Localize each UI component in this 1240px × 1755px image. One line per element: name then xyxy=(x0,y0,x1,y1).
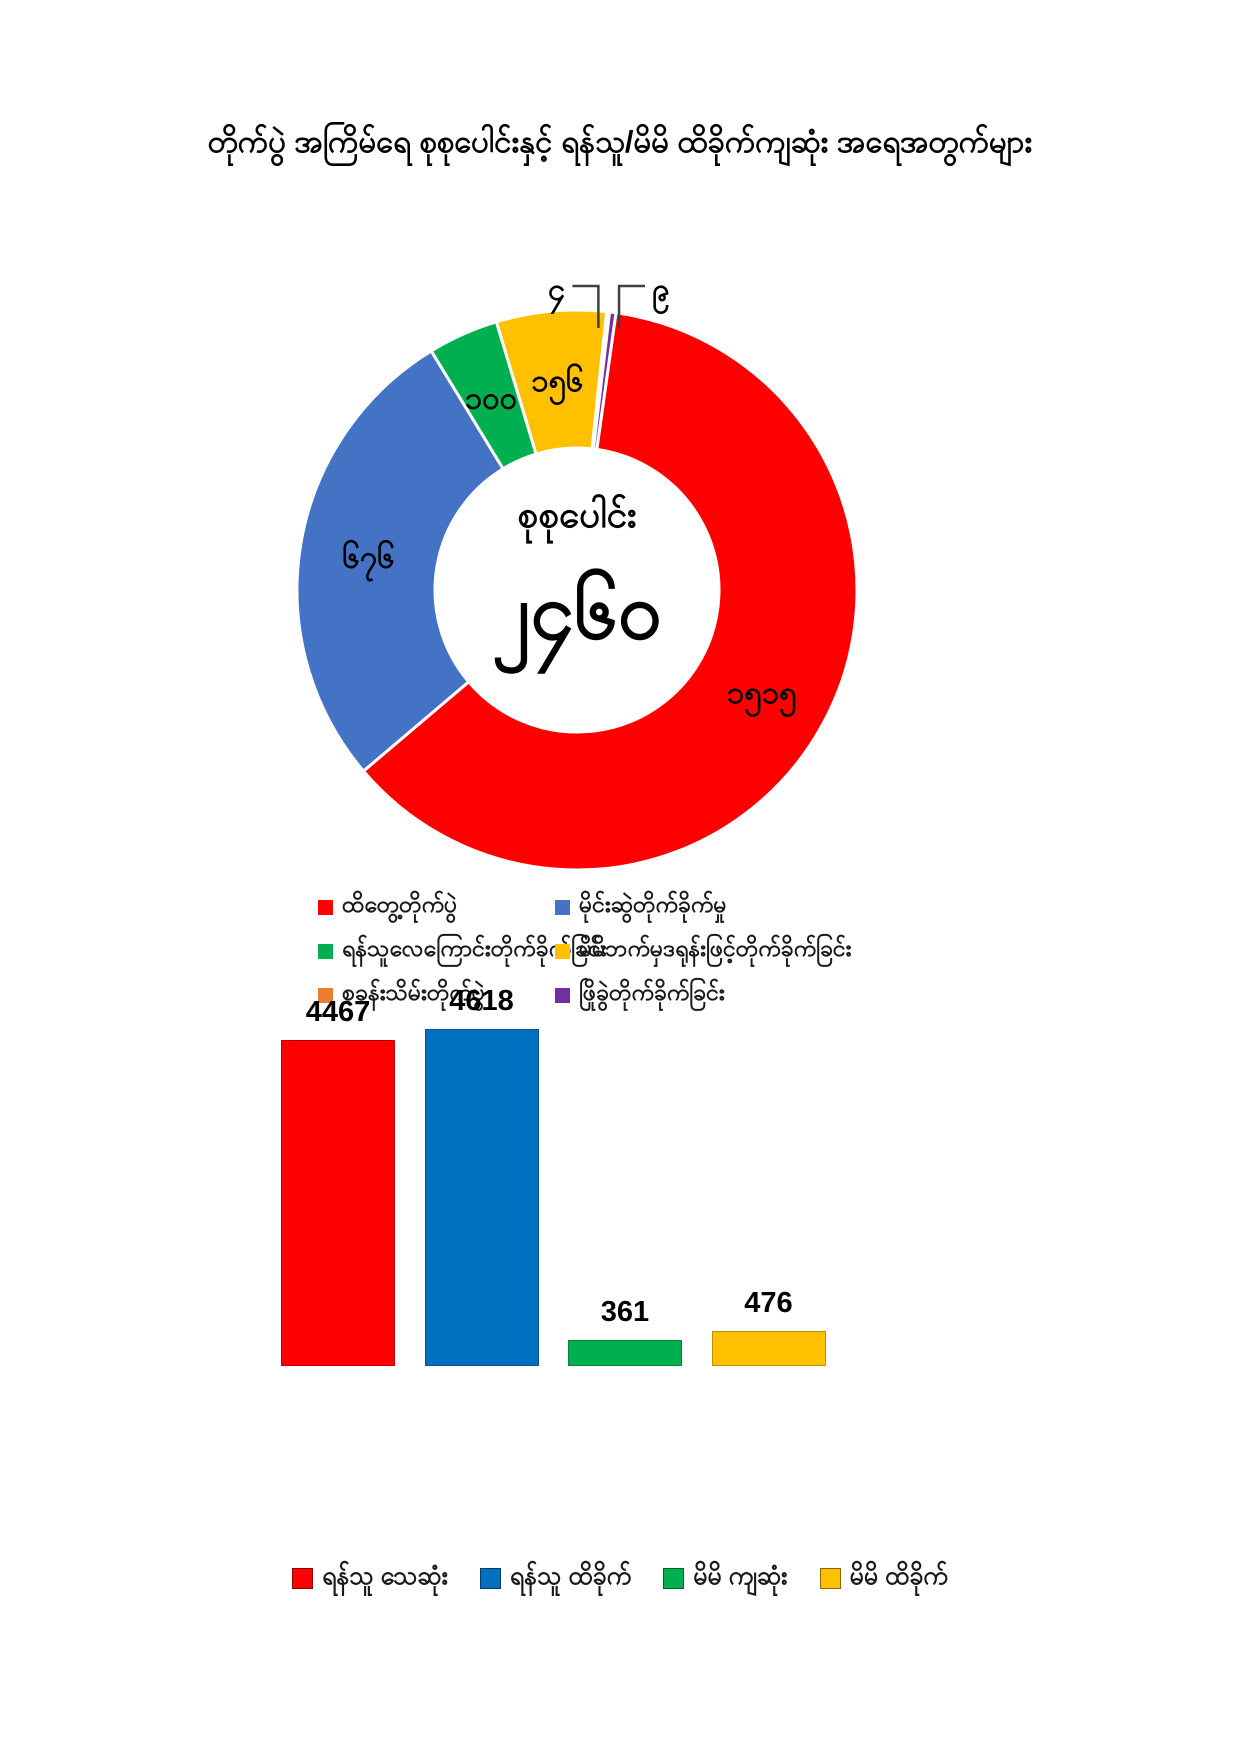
donut-callout-value-4: ၄ xyxy=(548,272,565,315)
bar-3 xyxy=(711,1331,826,1366)
legend-swatch-icon xyxy=(318,899,333,915)
callout-line-4 xyxy=(572,284,600,328)
bar-value-label-0: 4467 xyxy=(305,996,371,1029)
legend-label: မိုင်းဆွဲတိုက်ခိုက်မှု xyxy=(579,891,727,917)
legend-label: ထိတွေ့တိုက်ပွဲ xyxy=(342,891,458,917)
legend-label: မိမိ ထိခိုက် xyxy=(849,1562,948,1590)
donut-slice-value-2: ၁၀၀ xyxy=(465,380,517,415)
donut-legend-item-1: မိုင်းဆွဲတိုက်ခိုက်မှု xyxy=(555,890,852,924)
page-title: တိုက်ပွဲ အကြိမ်ရေ စုစုပေါင်းနှင့် ရန်သူ/… xyxy=(207,124,1033,159)
donut-legend-item-0: ထိတွေ့တိုက်ပွဲ xyxy=(318,890,555,924)
legend-label: ဖြိုခွဲတိုက်ခိုက်ခြင်း xyxy=(579,979,725,1005)
donut-chart: စုစုပေါင်း ၂၄၆၀ ၁၅၁၅၆၇၆၁၀၀ ၁၅၆၄၉ xyxy=(295,272,859,872)
bar-legend: ရန်သူ သေဆုံး ရန်သူ ထိခိုက် မိမိ ကျဆုံး မိမိ… xyxy=(0,1560,1240,1597)
bar-legend-item-2: မိမိ ကျဆုံး xyxy=(663,1560,788,1597)
legend-label: စခန်းသိမ်းတိုက်ပွဲ xyxy=(342,979,485,1005)
legend-swatch-icon xyxy=(292,1568,314,1589)
legend-swatch-icon xyxy=(663,1568,685,1589)
bar-value-label-3: 476 xyxy=(744,1287,793,1320)
legend-swatch-icon xyxy=(555,987,570,1003)
donut-slice-0 xyxy=(361,311,859,872)
donut-callout-value-5: ၉ xyxy=(652,272,669,315)
bar-value-label-1: 4618 xyxy=(449,985,514,1017)
bar-legend-item-0: ရန်သူ သေဆုံး xyxy=(292,1560,448,1597)
legend-label: မိမိဘက်မှဒရုန်းဖြင့်တိုက်ခိုက်ခြင်း xyxy=(579,935,852,961)
donut-legend-item-5: ဖြိုခွဲတိုက်ခိုက်ခြင်း xyxy=(555,978,852,1012)
legend-swatch-icon xyxy=(819,1568,841,1589)
legend-label: ရန်သူ သေဆုံး xyxy=(322,1562,448,1590)
donut-legend-item-3: မိမိဘက်မှဒရုန်းဖြင့်တိုက်ခိုက်ခြင်း xyxy=(555,934,852,968)
legend-swatch-icon xyxy=(555,943,570,959)
donut-legend-item-4: စခန်းသိမ်းတိုက်ပွဲ xyxy=(318,978,555,1012)
donut-slice-5 xyxy=(591,310,618,452)
bar-value-label-2: 361 xyxy=(600,1295,650,1328)
bar-legend-item-1: ရန်သူ ထိခိုက် xyxy=(479,1560,632,1597)
bar-2 xyxy=(568,1339,682,1366)
donut-slice-1 xyxy=(295,348,506,774)
callout-line-5 xyxy=(617,284,646,328)
legend-label: မိမိ ကျဆုံး xyxy=(693,1562,788,1590)
legend-swatch-icon xyxy=(555,899,570,915)
bar-1 xyxy=(424,1029,539,1366)
legend-swatch-icon xyxy=(318,987,333,1003)
bar-legend-item-3: မိမိ ထိခိုက် xyxy=(819,1560,948,1597)
bar-0 xyxy=(281,1040,395,1366)
legend-swatch-icon xyxy=(318,943,333,959)
legend-swatch-icon xyxy=(479,1568,501,1589)
donut-legend: ထိတွေ့တိုက်ပွဲ မိုင်းဆွဲတိုက်ခိုက်မှု ရန်သ… xyxy=(318,890,852,1012)
legend-label: ရန်သူ ထိခိုက် xyxy=(509,1562,632,1590)
